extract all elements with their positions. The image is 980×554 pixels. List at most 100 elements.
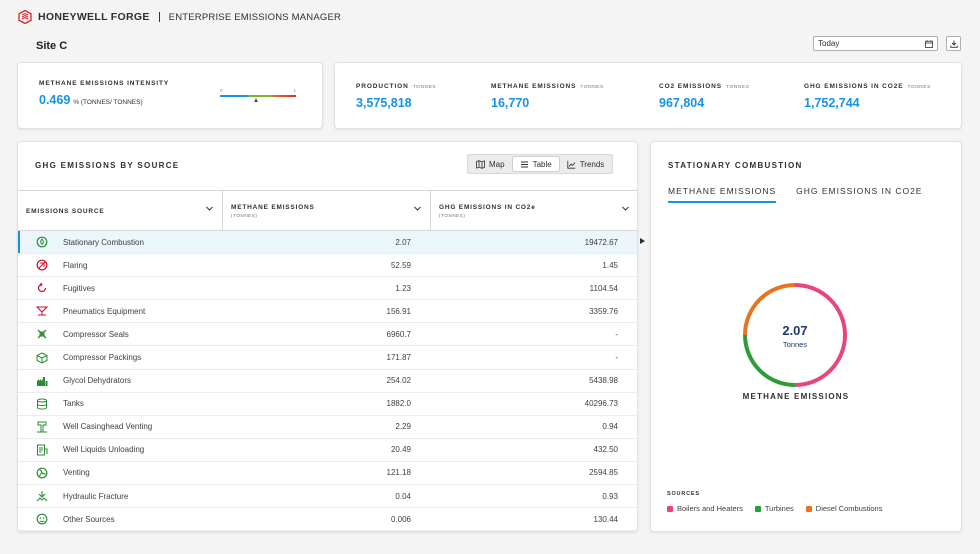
calendar-icon — [925, 39, 933, 48]
legend-label: Boilers and Heaters — [677, 504, 743, 513]
combustion-icon — [36, 236, 48, 248]
kpi-ghg: GHG EMISSIONS IN CO2E TONNES 1,752,744 — [804, 83, 939, 128]
row-methane-value: 20.49 — [390, 445, 411, 455]
column-header-ghg[interactable]: GHG EMISSIONS IN CO2e (TONNES) — [431, 191, 637, 230]
row-source-name: Well Liquids Unloading — [63, 445, 145, 455]
site-title: Site C — [36, 40, 68, 52]
app-name: ENTERPRISE EMISSIONS MANAGER — [168, 11, 342, 23]
kpi-unit: TONNES — [580, 85, 604, 90]
donut-segment — [743, 334, 796, 387]
column-header-methane[interactable]: METHANE EMISSIONS (TONNES) — [223, 191, 431, 230]
table-row[interactable]: Other Sources 0.006 130.44 — [18, 508, 637, 531]
row-methane-value: 0.006 — [390, 514, 411, 524]
intensity-value: 0.469 — [39, 93, 71, 107]
row-source-name: Compressor Packings — [63, 353, 142, 363]
table-row[interactable]: Well Casinghead Venting 2.29 0.94 — [18, 416, 637, 439]
table-row[interactable]: Tanks 1882.0 40296.73 — [18, 393, 637, 416]
tab-methane-emissions[interactable]: METHANE EMISSIONS — [668, 186, 777, 203]
row-ghg-value: 432.50 — [593, 445, 618, 455]
table-row[interactable]: Flaring 52.59 1.45 — [18, 254, 637, 278]
row-source-name: Stationary Combustion — [63, 237, 144, 247]
donut-chart — [743, 283, 847, 387]
legend-label: Turbines — [764, 504, 794, 513]
casinghead-icon — [37, 421, 47, 433]
kpi-label: GHG EMISSIONS IN CO2E — [804, 83, 904, 90]
row-ghg-value: 1.45 — [602, 260, 618, 270]
gauge-min: 0 — [220, 88, 223, 93]
row-methane-value: 121.18 — [386, 468, 411, 478]
tab-ghg-emissions[interactable]: GHG EMISSIONS IN CO2e — [796, 186, 923, 196]
view-map-button[interactable]: Map — [469, 156, 512, 172]
honeywell-logo-icon — [18, 10, 32, 24]
metric-tabs: METHANE EMISSIONS GHG EMISSIONS IN CO2e — [668, 186, 922, 203]
header-divider — [158, 12, 160, 22]
table-header: EMISSIONS SOURCE METHANE EMISSIONS (TONN… — [18, 190, 637, 231]
other-sources-icon — [36, 513, 48, 525]
kpi-label: METHANE EMISSIONS — [491, 83, 577, 90]
view-table-label: Table — [532, 159, 552, 169]
row-ghg-value: 0.93 — [602, 491, 618, 501]
row-source-name: Tanks — [63, 399, 84, 409]
row-methane-value: 0.04 — [395, 491, 411, 501]
legend: Boilers and Heaters Turbines Diesel Comb… — [667, 504, 882, 513]
fugitives-icon — [37, 282, 47, 293]
column-header-unit: (TONNES) — [231, 213, 258, 218]
table-row[interactable]: Pneumatics Equipment 156.91 3359.76 — [18, 300, 637, 324]
column-header-unit: (TONNES) — [439, 213, 466, 218]
row-ghg-value: - — [615, 353, 618, 363]
row-ghg-value: 0.94 — [602, 422, 618, 432]
kpi-value: 1,752,744 — [804, 96, 860, 110]
brand-name: HONEYWELL FORGE — [38, 11, 150, 23]
table-row[interactable]: Well Liquids Unloading 20.49 432.50 — [18, 439, 637, 462]
view-toggle: Map Table Trends — [467, 154, 614, 174]
list-icon — [520, 161, 528, 167]
row-source-name: Compressor Seals — [63, 329, 129, 339]
download-icon — [949, 40, 958, 48]
legend-swatch — [667, 505, 673, 512]
row-ghg-value: 130.44 — [593, 514, 618, 524]
column-header-label: GHG EMISSIONS IN CO2e — [439, 204, 536, 211]
donut-segment — [743, 283, 796, 336]
table-row[interactable]: Hydraulic Fracture 0.04 0.93 — [18, 485, 637, 509]
date-filter-select[interactable]: Today — [813, 36, 938, 51]
row-source-name: Flaring — [63, 260, 88, 270]
view-map-label: Map — [489, 159, 505, 169]
row-ghg-value: 3359.76 — [589, 306, 618, 316]
chart-icon — [567, 160, 575, 169]
legend-item: Boilers and Heaters — [667, 504, 743, 513]
row-methane-value: 171.87 — [386, 353, 411, 363]
compressor-seals-icon — [37, 329, 47, 339]
kpi-production: PRODUCTION TONNES 3,575,818 — [356, 83, 491, 128]
kpi-card: PRODUCTION TONNES 3,575,818 METHANE EMISS… — [334, 62, 962, 129]
intensity-label: METHANE EMISSIONS INTENSITY — [39, 80, 170, 87]
gauge-max: 1 — [293, 88, 296, 93]
gauge-bar — [220, 95, 296, 97]
table-row[interactable]: Compressor Seals 6960.7 - — [18, 323, 637, 347]
row-ghg-value: 5438.98 — [589, 376, 618, 386]
table-row[interactable]: Stationary Combustion 2.07 19472.67 — [18, 231, 637, 255]
table-row[interactable]: Compressor Packings 171.87 - — [18, 346, 637, 370]
table-row[interactable]: Fugitives 1.23 1104.54 — [18, 277, 637, 301]
table-row[interactable]: Venting 121.18 2594.85 — [18, 462, 637, 486]
row-methane-value: 2.29 — [395, 422, 411, 432]
view-table-button[interactable]: Table — [511, 156, 560, 172]
kpi-co2: CO2 EMISSIONS TONNES 967,804 — [659, 83, 804, 128]
download-button[interactable] — [946, 36, 961, 51]
table-row[interactable]: Glycol Dehydrators 254.02 5438.98 — [18, 370, 637, 393]
pneumatics-icon — [36, 306, 48, 316]
selected-row-pointer-icon — [640, 238, 645, 244]
row-ghg-value: 1104.54 — [589, 283, 618, 293]
kpi-value: 967,804 — [659, 96, 705, 110]
column-header-source[interactable]: EMISSIONS SOURCE — [18, 191, 223, 230]
legend-swatch — [805, 505, 812, 512]
column-header-label: METHANE EMISSIONS — [231, 204, 315, 211]
row-ghg-value: 2594.85 — [589, 468, 618, 478]
row-ghg-value: 19472.67 — [584, 237, 618, 247]
chevron-down-icon — [414, 206, 421, 211]
chevron-down-icon — [622, 206, 629, 211]
legend-item: Turbines — [754, 504, 794, 513]
date-filter-value: Today — [818, 39, 840, 48]
row-methane-value: 156.91 — [386, 306, 411, 316]
view-trends-button[interactable]: Trends — [560, 156, 612, 172]
kpi-unit: TONNES — [907, 85, 931, 90]
